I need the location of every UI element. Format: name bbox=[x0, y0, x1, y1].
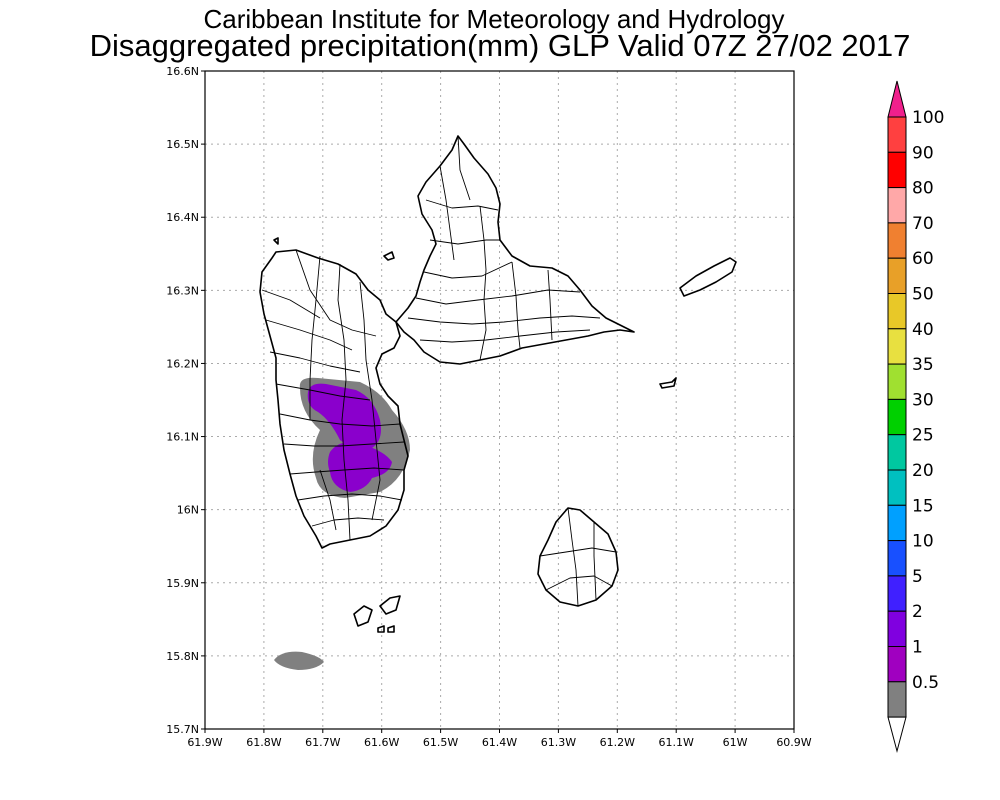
internal-boundaries bbox=[261, 135, 617, 607]
lat-tick-label: 16.6N bbox=[166, 65, 199, 78]
colorbar-swatch bbox=[887, 116, 907, 153]
colorbar-swatch bbox=[887, 257, 907, 295]
colorbar-label: 15 bbox=[912, 496, 934, 516]
lat-tick-label: 16.2N bbox=[166, 357, 199, 370]
precipitation-field bbox=[274, 377, 410, 670]
lon-tick-label: 61.4W bbox=[482, 736, 517, 749]
colorbar-swatch bbox=[887, 504, 907, 542]
lat-tick-label: 16.1N bbox=[166, 431, 199, 444]
islet-saintes-2 bbox=[387, 625, 395, 633]
colorbar-swatch bbox=[887, 575, 907, 612]
colorbar-label: 80 bbox=[912, 179, 934, 199]
colorbar-label: 0.5 bbox=[912, 673, 939, 693]
colorbar-label: 5 bbox=[912, 567, 923, 587]
colorbar-bottom-arrow bbox=[887, 716, 907, 754]
colorbar-swatch bbox=[887, 681, 907, 718]
colorbar-label: 10 bbox=[912, 532, 934, 552]
lat-tick-label: 16.4N bbox=[166, 211, 199, 224]
lon-tick-label: 61.7W bbox=[305, 736, 340, 749]
colorbar-label: 25 bbox=[912, 426, 934, 446]
latitude-tick-labels: 16.6N 16.5N 16.4N 16.3N 16.2N 16.1N 16N 15.9N 15… bbox=[166, 65, 205, 736]
island-terre-de-bas bbox=[379, 595, 401, 615]
colorbar-label: 35 bbox=[912, 355, 934, 375]
lat-tick-label: 16.3N bbox=[166, 284, 199, 297]
lon-tick-label: 61.8W bbox=[246, 736, 281, 749]
colorbar-swatch bbox=[887, 434, 907, 471]
colorbar-legend: 100 90 80 70 60 50 40 35 30 25 20 15 10 5 2 1 0.5 bbox=[887, 80, 944, 754]
colorbar-label: 20 bbox=[912, 461, 934, 481]
lon-tick-label: 61.1W bbox=[659, 736, 694, 749]
island-grande-terre bbox=[395, 135, 635, 365]
lat-tick-label: 15.7N bbox=[166, 723, 199, 736]
lat-tick-label: 16.5N bbox=[166, 138, 199, 151]
lat-tick-label: 15.9N bbox=[166, 577, 199, 590]
colorbar-label: 100 bbox=[912, 108, 944, 128]
colorbar-swatch bbox=[887, 293, 907, 330]
colorbar-label: 40 bbox=[912, 320, 934, 340]
lat-tick-label: 16N bbox=[177, 504, 199, 517]
lon-tick-label: 60.9W bbox=[776, 736, 811, 749]
islet-saintes-1 bbox=[377, 625, 385, 633]
graticule bbox=[205, 71, 794, 729]
lon-tick-label: 61.9W bbox=[187, 736, 222, 749]
colorbar-top-arrow bbox=[887, 80, 907, 118]
precip-area-purple-north bbox=[307, 383, 381, 449]
colorbar-label: 50 bbox=[912, 285, 934, 305]
colorbar-swatch bbox=[887, 222, 907, 259]
lat-tick-label: 15.8N bbox=[166, 650, 199, 663]
colorbar-swatch bbox=[887, 398, 907, 436]
longitude-tick-labels: 61.9W 61.8W 61.7W 61.6W 61.5W 61.4W 61.3W 61.2W… bbox=[187, 729, 812, 749]
colorbar-label: 70 bbox=[912, 214, 934, 234]
island-terre-de-haut bbox=[353, 605, 373, 627]
island-petite-terre bbox=[659, 377, 677, 389]
lon-tick-label: 61.2W bbox=[600, 736, 635, 749]
precip-area-gray-south bbox=[274, 651, 324, 670]
colorbar-label: 60 bbox=[912, 249, 934, 269]
colorbar-swatch bbox=[887, 151, 907, 189]
islet-north bbox=[383, 251, 395, 261]
island-la-desirade bbox=[679, 257, 737, 297]
colorbar-label: 2 bbox=[912, 602, 923, 622]
lon-tick-label: 61.3W bbox=[541, 736, 576, 749]
colorbar-swatch bbox=[887, 328, 907, 365]
lon-tick-label: 61.5W bbox=[423, 736, 458, 749]
lon-tick-label: 61.6W bbox=[364, 736, 399, 749]
title-product: Disaggregated precipitation(mm) GLP Vali… bbox=[89, 28, 911, 63]
colorbar-label: 90 bbox=[912, 143, 934, 163]
colorbar-swatch bbox=[887, 540, 907, 577]
islet-nw bbox=[273, 237, 279, 245]
colorbar-label: 1 bbox=[912, 638, 923, 658]
colorbar-swatch bbox=[887, 363, 907, 400]
colorbar-swatch bbox=[887, 646, 907, 683]
title-institute: Caribbean Institute for Meteorology and … bbox=[203, 4, 785, 34]
colorbar-label: 30 bbox=[912, 390, 934, 410]
colorbar-swatch bbox=[887, 610, 907, 648]
lon-tick-label: 61W bbox=[723, 736, 748, 749]
island-marie-galante bbox=[537, 507, 619, 607]
colorbar-swatch bbox=[887, 469, 907, 506]
colorbar-swatch bbox=[887, 187, 907, 224]
